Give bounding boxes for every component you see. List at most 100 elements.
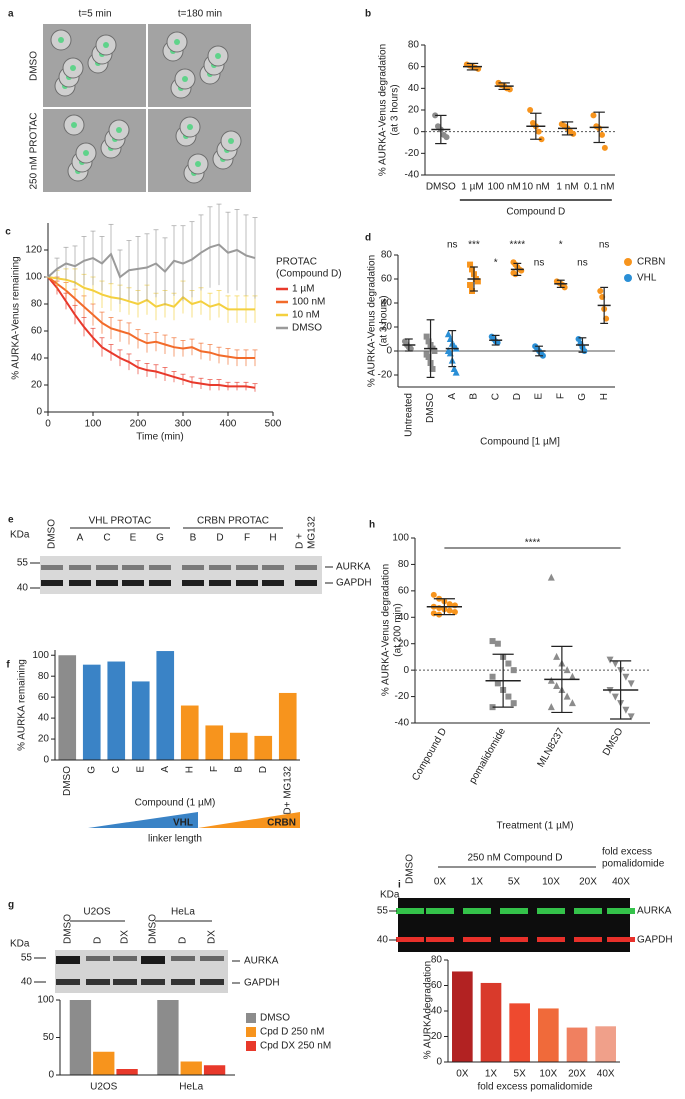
x-tick-label: A (447, 393, 458, 400)
bar (480, 982, 502, 1062)
size-marker: 55 (21, 953, 33, 964)
bar (93, 1051, 115, 1075)
lane-label: D (178, 937, 189, 944)
x-tick-label: E (534, 393, 545, 400)
x-tick-label: C (111, 766, 122, 773)
band (171, 979, 195, 985)
panel-letter: h (369, 520, 375, 531)
band (295, 580, 317, 586)
data-point (611, 693, 619, 701)
blot (40, 556, 322, 594)
band (149, 580, 171, 586)
group-label: Compound D (506, 207, 565, 218)
x-tick-label: U2OS (90, 1082, 118, 1093)
bar (452, 971, 473, 1062)
band (396, 908, 424, 914)
y-tick-label: 40 (408, 83, 420, 94)
y-tick-label: 80 (381, 250, 393, 261)
y-tick-label: 50 (43, 1032, 55, 1043)
x-tick-label: A (160, 766, 171, 773)
band-label: GAPDH (244, 978, 280, 989)
data-point (627, 680, 635, 688)
y-tick-label: 20 (398, 638, 410, 649)
blot (398, 898, 630, 952)
y-tick-label: 120 (25, 245, 42, 256)
data-point (527, 107, 534, 113)
y-tick-label: 80 (408, 40, 420, 51)
band (607, 908, 635, 914)
band (182, 565, 204, 570)
x-tick-label: F (209, 766, 220, 772)
bar (107, 661, 126, 760)
band (122, 565, 144, 570)
x-tick-label: H (184, 766, 195, 773)
linker-label: VHL (173, 818, 193, 829)
band (56, 979, 80, 985)
legend-label: 1 µM (292, 284, 314, 295)
x-tick-label: Compound D (410, 726, 449, 783)
band (537, 937, 565, 942)
band (86, 979, 110, 985)
x-tick-label: 100 (85, 419, 102, 430)
band (209, 565, 231, 570)
band (141, 979, 165, 985)
kda-label: KDa (10, 530, 30, 541)
column-label: t=180 min (178, 9, 222, 20)
x-tick-label: 0 (45, 419, 51, 430)
data-point (611, 660, 619, 668)
y-tick-label: 80 (31, 299, 43, 310)
bar (254, 735, 273, 760)
data-point (590, 112, 597, 119)
bar (157, 1000, 179, 1075)
x-tick-label: D+ MG132 (282, 766, 293, 815)
lane-label: D + (295, 533, 306, 549)
lane-label: 20X (579, 877, 597, 888)
y-tick-label: 20 (408, 105, 420, 116)
legend-swatch (246, 1041, 256, 1051)
lane-label: DX (120, 930, 131, 944)
lane-label: B (190, 533, 197, 544)
y-tick-label: 0 (386, 346, 392, 357)
band (209, 580, 231, 586)
x-axis-label: Treatment (1 µM) (496, 821, 573, 832)
x-tick-label: B (233, 766, 244, 773)
kda-label: KDa (380, 890, 400, 901)
panel-letter: a (8, 9, 14, 20)
x-tick-label: HeLa (179, 1082, 203, 1093)
legend-label: DMSO (260, 1013, 290, 1024)
lane-label: H (269, 533, 276, 544)
y-tick-label: 40 (31, 353, 43, 364)
x-tick-label: F (555, 393, 566, 399)
x-tick-label: B (469, 393, 480, 400)
y-tick-label: 80 (38, 671, 50, 682)
y-tick-label: 20 (38, 734, 50, 745)
lane-label: DMSO (63, 914, 74, 944)
x-tick-label: 10X (539, 1069, 557, 1080)
data-point (443, 134, 450, 141)
y-tick-label: -20 (395, 691, 410, 702)
data-point (467, 282, 474, 288)
band (96, 565, 118, 570)
y-axis-label: % AURKAdegradation (423, 961, 434, 1059)
data-point (423, 333, 430, 340)
cell-line-label: U2OS (83, 907, 111, 918)
nucleus-signal (182, 76, 188, 82)
row-label: 250 nM PROTAC (29, 112, 40, 189)
y-axis-label: % AURKA-Venus degradation (378, 44, 389, 176)
lane-label: D (93, 937, 104, 944)
lane-label: 1X (471, 877, 484, 888)
y-axis-label: % AURKA-Venus degradation (367, 255, 378, 387)
data-point (570, 130, 577, 137)
band (200, 956, 224, 961)
x-tick-label: 100 nM (487, 182, 520, 193)
data-point (597, 288, 604, 294)
band (86, 956, 110, 961)
data-line (47, 276, 255, 359)
data-point (599, 131, 606, 138)
lane-label: G (156, 533, 164, 544)
data-point (505, 693, 512, 700)
lane-label: DMSO (47, 519, 58, 549)
significance-label: ns (577, 258, 588, 269)
excess-label: fold excess (602, 847, 652, 858)
x-tick-label: 300 (175, 419, 192, 430)
